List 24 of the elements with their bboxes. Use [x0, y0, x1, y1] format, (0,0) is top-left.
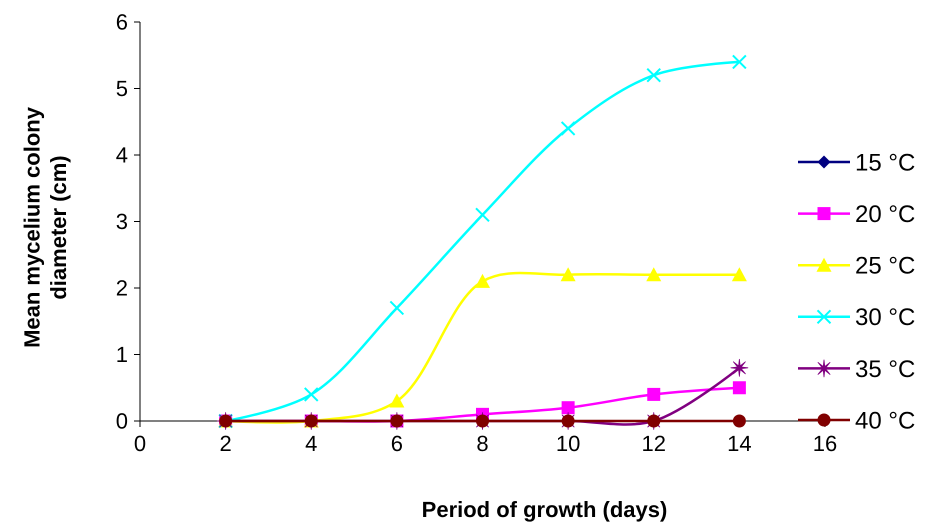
legend-label: 30 °C — [855, 304, 916, 332]
y-tick-label: 2 — [116, 276, 128, 301]
legend-label: 25 °C — [855, 252, 916, 280]
x-tick-label: 12 — [642, 431, 666, 456]
x-tick-label: 14 — [727, 431, 752, 456]
x-tick-label: 0 — [134, 431, 146, 456]
y-tick-label: 3 — [116, 209, 128, 234]
y-axis-title: Mean mycelium colony diameter (cm) — [20, 106, 71, 348]
x-tick-label: 8 — [476, 431, 489, 456]
y-tick-label: 4 — [116, 142, 128, 168]
x-tick-label: 6 — [390, 431, 403, 456]
x-tick-label: 2 — [220, 431, 232, 456]
x-tick-label: 10 — [556, 431, 580, 456]
y-tick-label: 5 — [116, 76, 128, 102]
y-tick-label: 6 — [116, 10, 128, 35]
x-tick-label: 4 — [305, 431, 318, 456]
x-axis-title: Period of growth (days) — [422, 497, 668, 522]
x-tick-label: 16 — [812, 431, 838, 456]
legend-label: 40 °C — [855, 407, 916, 434]
y-tick-label: 0 — [116, 408, 128, 434]
legend-label: 20 °C — [855, 201, 916, 228]
y-tick-label: 1 — [116, 342, 128, 368]
legend-label: 15 °C — [855, 149, 916, 176]
legend-label: 35 °C — [855, 356, 916, 383]
